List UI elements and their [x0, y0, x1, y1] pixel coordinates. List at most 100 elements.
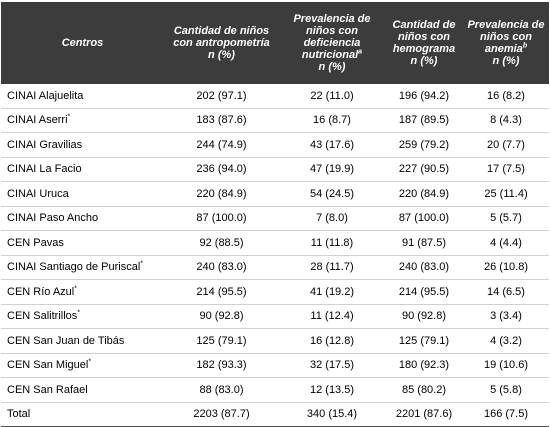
value-cell: 20 (7.7)	[463, 132, 549, 158]
header-cell: Centros	[1, 2, 164, 84]
header-cell: Cantidad de niños con hemograma n (%)	[385, 2, 463, 84]
value-cell: 4 (4.4)	[463, 230, 549, 256]
table-row: CEN San Miguel* 182 (93.3) 32 (17.5) 180 (9…	[1, 353, 549, 378]
center-name-cell: CINAI Santiago de Puriscal*	[1, 255, 164, 280]
value-cell: 17 (7.5)	[463, 157, 549, 182]
value-cell: 259 (79.2)	[385, 132, 463, 158]
value-cell: 227 (90.5)	[385, 157, 463, 182]
center-name: CINAI La Facio	[7, 163, 82, 176]
value-cell: 220 (84.9)	[164, 181, 279, 207]
center-name: CINAI Aserri	[7, 114, 68, 127]
value-cell: 187 (89.5)	[385, 108, 463, 133]
value-cell: 19 (10.6)	[463, 353, 549, 378]
value-cell: 4 (3.2)	[463, 328, 549, 354]
table-row: CINAI Gravilias 244 (74.9) 43 (17.6) 259 (7…	[1, 132, 549, 158]
table-body: CINAI Alajuelita 202 (97.1) 22 (11.0) 196 (…	[1, 84, 549, 427]
center-name-cell: CEN Pavas	[1, 230, 164, 256]
center-name-cell: CINAI Gravilias	[1, 132, 164, 158]
value-cell: 85 (80.2)	[385, 377, 463, 403]
value-cell: 25 (11.4)	[463, 181, 549, 207]
value-cell: 26 (10.8)	[463, 255, 549, 280]
center-name-cell: CINAI Alajuelita	[1, 84, 164, 109]
value-cell: 8 (4.3)	[463, 108, 549, 133]
value-cell: 125 (79.1)	[164, 328, 279, 354]
table-row: CINAI Santiago de Puriscal* 240 (83.0) 28 …	[1, 255, 549, 280]
value-cell: 28 (11.7)	[279, 255, 385, 280]
value-cell: 54 (24.5)	[279, 181, 385, 207]
header-text: Centros	[61, 37, 104, 49]
value-cell: 16 (8.7)	[279, 108, 385, 133]
center-name: CINAI Uruca	[7, 187, 69, 200]
header-unit: n (%)	[208, 49, 235, 61]
header-unit: n (%)	[492, 55, 520, 67]
center-name: CEN San Miguel	[7, 359, 89, 372]
center-name-cell: CEN San Miguel*	[1, 353, 164, 378]
value-cell: 11 (12.4)	[279, 304, 385, 329]
value-cell: 214 (95.5)	[385, 279, 463, 305]
table-row: CINAI Alajuelita 202 (97.1) 22 (11.0) 196 (…	[1, 84, 549, 109]
table-row: CEN San Rafael 88 (83.0) 12 (13.5) 85 (80.2…	[1, 377, 549, 403]
center-name-cell: CINAI Uruca	[1, 181, 164, 207]
value-cell: 5 (5.7)	[463, 206, 549, 231]
header-row: Centros Cantidad de niños con antropometr…	[1, 2, 549, 84]
header-cell: Cantidad de niños con antropometría n (%)	[164, 2, 279, 84]
value-cell: 11 (11.8)	[279, 230, 385, 256]
value-cell: 91 (87.5)	[385, 230, 463, 256]
value-cell: 7 (8.0)	[279, 206, 385, 231]
center-name: CEN Salitrillos	[7, 310, 78, 323]
center-name-cell: CINAI Paso Ancho	[1, 206, 164, 231]
value-cell: 180 (92.3)	[385, 353, 463, 378]
table-row: CEN San Juan de Tibás 125 (79.1) 16 (12.8)…	[1, 328, 549, 354]
center-footnote-mark: *	[140, 260, 144, 268]
header-text: Prevalencia de niños con deficiencia nut…	[293, 13, 371, 61]
center-name-cell: CINAI Aserri*	[1, 108, 164, 133]
table-row: CINAI Aserri* 183 (87.6) 16 (8.7) 187 (89.5…	[1, 108, 549, 133]
center-name-cell: CEN Salitrillos*	[1, 304, 164, 329]
value-cell: 202 (97.1)	[164, 84, 279, 109]
header-footnote-mark: b	[522, 42, 528, 50]
value-cell: 90 (92.8)	[164, 304, 279, 329]
table-row: Total 2203 (87.7) 340 (15.4) 2201 (87.6) 166…	[1, 402, 549, 427]
value-cell: 244 (74.9)	[164, 132, 279, 158]
table-row: CEN Pavas 92 (88.5) 11 (11.8) 91 (87.5) 4 (4…	[1, 230, 549, 256]
table-row: CINAI La Facio 236 (94.0) 47 (19.9) 227 (90…	[1, 157, 549, 182]
value-cell: 2201 (87.6)	[385, 402, 463, 427]
value-cell: 12 (13.5)	[279, 377, 385, 403]
value-cell: 214 (95.5)	[164, 279, 279, 305]
header-cell: Prevalencia de niños con deficiencia nut…	[279, 2, 385, 84]
center-name-cell: CEN San Rafael	[1, 377, 164, 403]
value-cell: 87 (100.0)	[164, 206, 279, 231]
center-name: CEN Pavas	[7, 236, 64, 249]
value-cell: 47 (19.9)	[279, 157, 385, 182]
header-unit: n (%)	[318, 61, 346, 73]
center-footnote-mark: *	[74, 285, 77, 293]
value-cell: 240 (83.0)	[164, 255, 279, 280]
value-cell: 3 (3.4)	[463, 304, 549, 329]
value-cell: 5 (5.8)	[463, 377, 549, 403]
value-cell: 16 (8.2)	[463, 84, 549, 109]
value-cell: 236 (94.0)	[164, 157, 279, 182]
center-name: CINAI Santiago de Puriscal	[7, 261, 141, 274]
table-row: CINAI Paso Ancho 87 (100.0) 7 (8.0) 87 (100…	[1, 206, 549, 231]
value-cell: 90 (92.8)	[385, 304, 463, 329]
value-cell: 2203 (87.7)	[164, 402, 279, 427]
value-cell: 240 (83.0)	[385, 255, 463, 280]
table-row: CEN Río Azul* 214 (95.5) 41 (19.2) 214 (95.…	[1, 279, 549, 305]
value-cell: 88 (83.0)	[164, 377, 279, 403]
value-cell: 41 (19.2)	[279, 279, 385, 305]
center-name: CINAI Alajuelita	[7, 89, 84, 102]
center-name-cell: CEN Río Azul*	[1, 279, 164, 305]
table-row: CEN Salitrillos* 90 (92.8) 11 (12.4) 90 (92…	[1, 304, 549, 329]
center-footnote-mark: *	[67, 113, 71, 121]
value-cell: 32 (17.5)	[279, 353, 385, 378]
header-text: Cantidad de niños con hemograma	[392, 19, 456, 55]
value-cell: 16 (12.8)	[279, 328, 385, 354]
value-cell: 22 (11.0)	[279, 84, 385, 109]
center-name: CINAI Gravilias	[7, 138, 83, 151]
header-text: Cantidad de niños con antropometría	[173, 25, 270, 49]
center-name-cell: Total	[1, 402, 164, 427]
value-cell: 14 (6.5)	[463, 279, 549, 305]
